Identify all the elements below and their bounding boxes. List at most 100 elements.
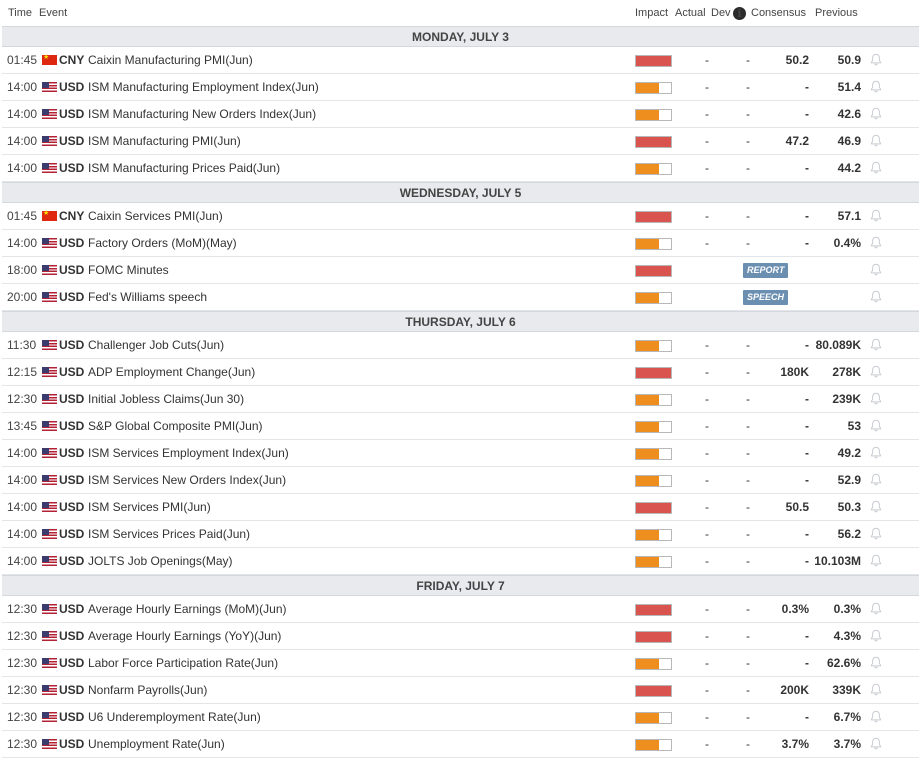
info-icon[interactable]: i (733, 7, 746, 20)
us-flag-icon (42, 529, 57, 539)
event-row[interactable]: 14:00 USD ISM Services PMI(Jun) - - 50.5 50.3 (2, 494, 919, 521)
bell-icon[interactable] (870, 134, 882, 150)
event-row[interactable]: 18:00 USD FOMC Minutes REPORT (2, 257, 919, 284)
header-event[interactable]: Event (39, 7, 68, 19)
event-name[interactable]: JOLTS Job Openings(May) (88, 554, 233, 568)
event-name[interactable]: Average Hourly Earnings (MoM)(Jun) (88, 602, 287, 616)
event-row[interactable]: 14:00 USD ISM Manufacturing PMI(Jun) - - 47.2… (2, 128, 919, 155)
event-name[interactable]: Initial Jobless Claims(Jun 30) (88, 392, 245, 406)
impact-indicator (635, 685, 672, 697)
bell-icon[interactable] (870, 602, 882, 618)
header-impact[interactable]: Impact (635, 7, 669, 19)
event-row[interactable]: 12:30 USD Average Hourly Earnings (MoM)(Ju… (2, 596, 919, 623)
event-name[interactable]: ISM Manufacturing Prices Paid(Jun) (88, 161, 281, 175)
header-dev[interactable]: Dev (711, 7, 731, 19)
event-row[interactable]: 12:30 USD U6 Underemployment Rate(Jun) - - - 6… (2, 704, 919, 731)
event-row[interactable]: 11:30 USD Challenger Job Cuts(Jun) - - -80.08… (2, 332, 919, 359)
event-name[interactable]: ISM Services Prices Paid(Jun) (88, 527, 251, 541)
event-time: 12:30 (7, 737, 38, 751)
bell-icon[interactable] (870, 446, 882, 462)
event-row[interactable]: 14:00 USD ISM Manufacturing New Orders Ind… (2, 101, 919, 128)
event-name[interactable]: Caixin Manufacturing PMI(Jun) (88, 53, 253, 67)
us-flag-icon (42, 238, 57, 248)
bell-icon[interactable] (870, 527, 882, 543)
event-name[interactable]: ISM Manufacturing PMI(Jun) (88, 134, 241, 148)
event-time: 14:00 (7, 161, 38, 175)
event-row[interactable]: 14:00 USD ISM Services Prices Paid(Jun) - - -… (2, 521, 919, 548)
event-name[interactable]: U6 Underemployment Rate(Jun) (88, 710, 261, 724)
bell-icon[interactable] (870, 737, 882, 753)
event-row[interactable]: 12:30 USD Unemployment Rate(Jun) - - 3.7% 3.7% (2, 731, 919, 758)
event-name[interactable]: ISM Services Employment Index(Jun) (88, 446, 289, 460)
event-name[interactable]: Caixin Services PMI(Jun) (88, 209, 223, 223)
day-header: THURSDAY, JULY 6 (2, 311, 919, 332)
impact-fill (636, 476, 660, 486)
consensus-value: - (805, 161, 809, 175)
bell-icon[interactable] (870, 683, 882, 699)
event-name[interactable]: ISM Manufacturing New Orders Index(Jun) (88, 107, 317, 121)
event-name[interactable]: ISM Manufacturing Employment Index(Jun) (88, 80, 319, 94)
bell-icon[interactable] (870, 161, 882, 177)
bell-icon[interactable] (870, 338, 882, 354)
event-name[interactable]: Unemployment Rate(Jun) (88, 737, 225, 751)
event-row[interactable]: 13:45 USD S&P Global Composite PMI(Jun) - - -… (2, 413, 919, 440)
previous-value: 80.089K (815, 338, 861, 352)
report-tag[interactable]: REPORT (743, 263, 789, 278)
event-row[interactable]: 12:30 USD Initial Jobless Claims(Jun 30) - -… (2, 386, 919, 413)
bell-icon[interactable] (870, 80, 882, 96)
event-time: 12:30 (7, 629, 38, 643)
event-row[interactable]: 20:00 USD Fed's Williams speech SPEECH (2, 284, 919, 311)
impact-fill (636, 449, 660, 459)
event-row[interactable]: 14:00 USD ISM Manufacturing Prices Paid(Ju… (2, 155, 919, 182)
event-name[interactable]: Challenger Job Cuts(Jun) (88, 338, 225, 352)
event-name[interactable]: ISM Services New Orders Index(Jun) (88, 473, 287, 487)
bell-icon[interactable] (870, 263, 882, 279)
event-row[interactable]: 12:30 USD Nonfarm Payrolls(Jun) - - 200K 339K (2, 677, 919, 704)
event-row[interactable]: 14:00 USD ISM Services New Orders Index(Ju… (2, 467, 919, 494)
bell-icon[interactable] (870, 656, 882, 672)
impact-indicator (635, 604, 672, 616)
bell-icon[interactable] (870, 710, 882, 726)
bell-icon[interactable] (870, 53, 882, 69)
event-name[interactable]: Labor Force Participation Rate(Jun) (88, 656, 279, 670)
event-row[interactable]: 12:30 USD Average Hourly Earnings (YoY)(Ju… (2, 623, 919, 650)
bell-icon[interactable] (870, 236, 882, 252)
event-name[interactable]: Fed's Williams speech (88, 290, 207, 304)
header-actual[interactable]: Actual (675, 7, 706, 19)
event-row[interactable]: 14:00 USD ISM Services Employment Index(Ju… (2, 440, 919, 467)
event-row[interactable]: 14:00 USD ISM Manufacturing Employment Ind… (2, 74, 919, 101)
event-name[interactable]: ISM Services PMI(Jun) (88, 500, 211, 514)
event-name[interactable]: FOMC Minutes (88, 263, 169, 277)
event-name[interactable]: Nonfarm Payrolls(Jun) (88, 683, 208, 697)
consensus-value: - (805, 209, 809, 223)
us-flag-icon (42, 475, 57, 485)
event-row[interactable]: 14:00 USD JOLTS Job Openings(May) - - -10.103… (2, 548, 919, 575)
event-name[interactable]: S&P Global Composite PMI(Jun) (88, 419, 263, 433)
speech-tag[interactable]: SPEECH (743, 290, 789, 305)
event-row[interactable]: 12:15 USD ADP Employment Change(Jun) - - 180K… (2, 359, 919, 386)
currency-code: USD (59, 527, 85, 541)
event-row[interactable]: 14:00 USD Factory Orders (MoM)(May) - - - 0.4% (2, 230, 919, 257)
bell-icon[interactable] (870, 629, 882, 645)
bell-icon[interactable] (870, 392, 882, 408)
bell-icon[interactable] (870, 500, 882, 516)
bell-icon[interactable] (870, 419, 882, 435)
event-name[interactable]: ADP Employment Change(Jun) (88, 365, 256, 379)
header-consensus[interactable]: Consensus (751, 7, 807, 19)
header-time[interactable]: Time (8, 7, 33, 19)
bell-icon[interactable] (870, 290, 882, 306)
event-row[interactable]: 12:30 USD Labor Force Participation Rate(J… (2, 650, 919, 677)
event-name[interactable]: Average Hourly Earnings (YoY)(Jun) (88, 629, 282, 643)
event-name[interactable]: Factory Orders (MoM)(May) (88, 236, 237, 250)
impact-indicator (635, 82, 672, 94)
bell-icon[interactable] (870, 554, 882, 570)
bell-icon[interactable] (870, 365, 882, 381)
deviation-value: - (746, 419, 750, 433)
impact-indicator (635, 367, 672, 379)
bell-icon[interactable] (870, 209, 882, 225)
header-previous[interactable]: Previous (815, 7, 858, 19)
bell-icon[interactable] (870, 107, 882, 123)
bell-icon[interactable] (870, 473, 882, 489)
